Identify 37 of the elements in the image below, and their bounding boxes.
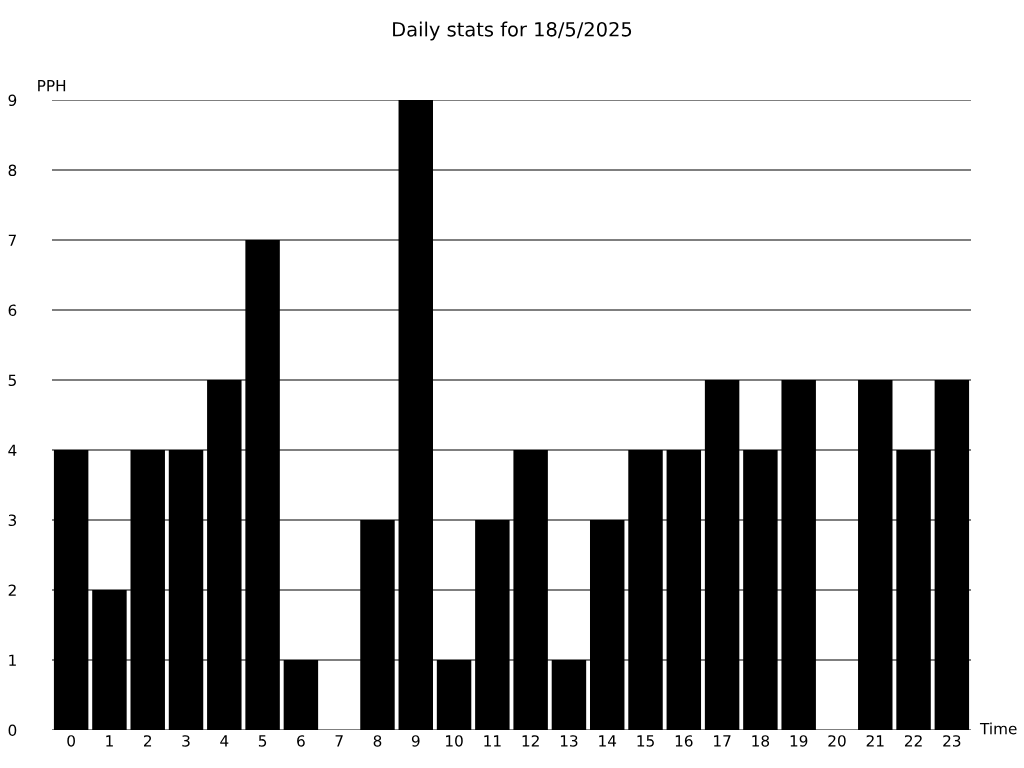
x-tick-label: 10 <box>446 735 463 747</box>
x-tick-label: 17 <box>714 735 731 747</box>
y-axis-title: PPH <box>38 80 66 92</box>
x-tick-label: 4 <box>220 735 229 747</box>
y-tick-label: 6 <box>8 304 17 317</box>
x-tick-label: 7 <box>335 735 343 747</box>
x-tick-label: 19 <box>790 735 808 747</box>
y-tick-label: 2 <box>8 584 16 596</box>
y-tick-label: 0 <box>8 724 17 737</box>
x-tick-label: 3 <box>182 735 190 747</box>
x-tick-label: 11 <box>484 735 501 747</box>
x-tick-label: 8 <box>373 735 382 747</box>
y-tick-label: 8 <box>8 164 17 177</box>
x-tick-label: 5 <box>258 735 267 747</box>
x-tick-label: 0 <box>67 735 75 747</box>
x-tick-label: 21 <box>866 735 884 747</box>
x-tick-label: 23 <box>943 735 961 747</box>
y-tick-label: 9 <box>8 94 17 107</box>
x-tick-label: 15 <box>637 735 654 747</box>
x-tick-label: 20 <box>828 735 846 747</box>
x-tick-label: 9 <box>411 735 420 747</box>
y-tick-label: 4 <box>8 444 17 456</box>
x-tick-label: 1 <box>106 735 113 747</box>
chart-title: Daily stats for 18/5/2025 <box>393 21 632 41</box>
y-tick-label: 7 <box>8 234 16 246</box>
y-tick-label: 3 <box>8 514 17 527</box>
x-tick-label: 22 <box>904 735 922 747</box>
x-tick-label: 16 <box>675 735 693 747</box>
x-tick-label: 18 <box>752 735 770 747</box>
x-tick-label: 14 <box>599 735 617 747</box>
y-tick-label: 5 <box>8 374 16 387</box>
x-tick-label: 12 <box>522 735 539 747</box>
x-tick-label: 6 <box>297 735 305 747</box>
x-tick-label: 13 <box>560 735 578 747</box>
y-tick-label: 1 <box>9 654 16 666</box>
x-axis-title: Time <box>979 722 1017 735</box>
x-tick-label: 2 <box>143 735 152 747</box>
